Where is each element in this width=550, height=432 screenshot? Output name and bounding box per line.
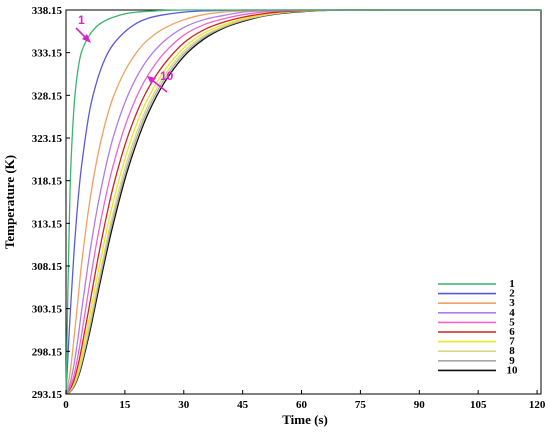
x-tick-label: 75 [355, 399, 367, 411]
legend-label-10: 10 [507, 364, 519, 376]
x-tick-label: 30 [178, 399, 190, 411]
y-tick-label: 323.15 [32, 133, 63, 145]
series-10-annotation-label: 10 [160, 69, 174, 83]
y-tick-label: 338.15 [32, 5, 63, 17]
plot-frame [65, 9, 542, 395]
legend-label-4: 4 [509, 307, 515, 319]
series-10-annotation-arrow [151, 79, 168, 93]
y-tick-label: 313.15 [32, 218, 63, 230]
x-tick-label: 15 [119, 399, 131, 411]
series-10-annotation-arrowhead [147, 76, 156, 84]
x-tick-label: 45 [237, 399, 249, 411]
legend-label-1: 1 [509, 278, 515, 290]
y-tick-label: 333.15 [32, 48, 63, 60]
y-tick-label: 328.15 [32, 90, 63, 102]
x-axis-title: Time (s) [282, 412, 328, 427]
legend-label-5: 5 [509, 316, 515, 328]
x-tick-label: 120 [529, 399, 546, 411]
series-10-line [65, 9, 541, 395]
series-10-annotation: 10 [147, 69, 174, 93]
series-9-line [65, 9, 541, 395]
series-layer [65, 9, 541, 395]
y-tick-label: 303.15 [32, 304, 63, 316]
series-1-annotation-arrowhead [82, 34, 91, 43]
series-2-line [65, 9, 541, 395]
axis-layer: 0 15 30 45 60 75 90 105 120293.15298.15303.15308… [32, 5, 546, 411]
legend-label-2: 2 [509, 288, 515, 300]
series-5-line [65, 9, 541, 395]
y-tick-label: 293.15 [32, 389, 63, 401]
series-3-line [65, 9, 541, 395]
legend-label-8: 8 [509, 345, 515, 357]
y-tick-label: 318.15 [32, 176, 63, 188]
series-1-line [65, 9, 541, 395]
y-tick-label: 308.15 [32, 261, 63, 273]
y-axis-title: Temperature (K) [2, 155, 17, 249]
series-6-line [65, 9, 541, 395]
legend-label-6: 6 [509, 326, 515, 338]
series-4-line [65, 9, 541, 395]
series-7-line [65, 9, 541, 395]
plot-area: 0 15 30 45 60 75 90 105 120293.15298.15303.15308… [32, 5, 546, 411]
series-1-annotation-label: 1 [78, 13, 85, 27]
x-tick-label: 90 [414, 399, 426, 411]
series-1-annotation: 1 [75, 13, 91, 43]
x-tick-label: 105 [470, 399, 487, 411]
legend-label-9: 9 [509, 355, 515, 367]
x-tick-label: 60 [296, 399, 308, 411]
x-tick-label: 0 [63, 399, 69, 411]
legend-label-7: 7 [509, 336, 515, 348]
series-8-line [65, 9, 541, 395]
legend-label-3: 3 [509, 297, 515, 309]
y-tick-label: 298.15 [32, 346, 63, 358]
